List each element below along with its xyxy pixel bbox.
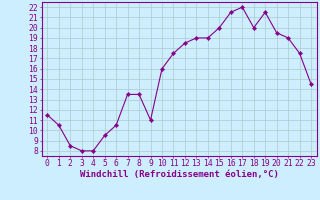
- X-axis label: Windchill (Refroidissement éolien,°C): Windchill (Refroidissement éolien,°C): [80, 170, 279, 179]
